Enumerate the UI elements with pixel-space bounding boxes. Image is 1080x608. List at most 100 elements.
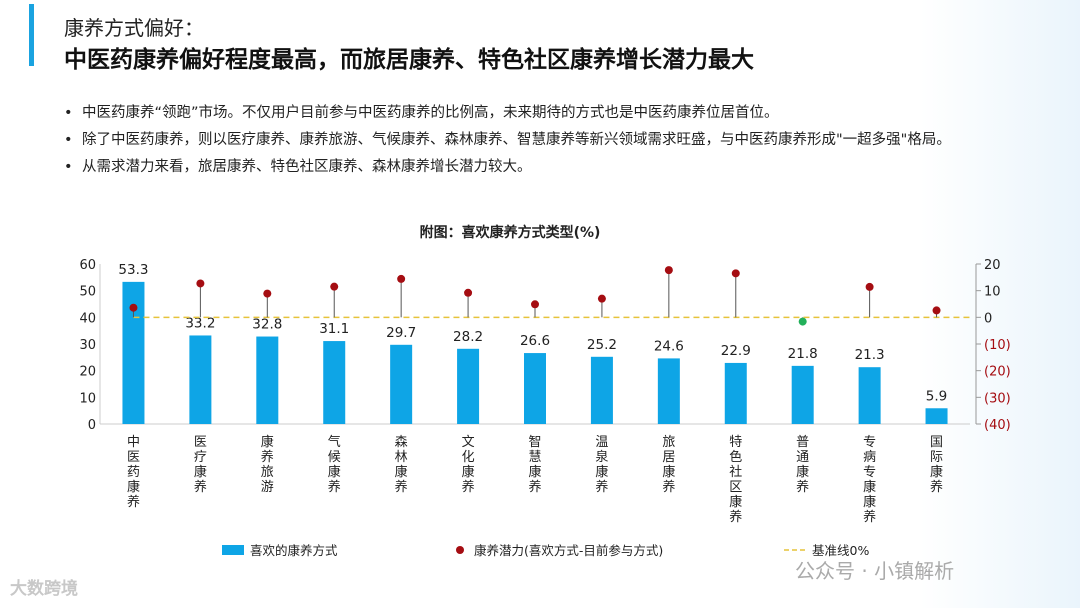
x-tick-label-char: 康: [662, 464, 675, 480]
x-tick-label-char: 温: [595, 435, 608, 450]
x-tick-label-char: 居: [662, 450, 675, 465]
lollipop-dot: [330, 282, 339, 291]
lollipop-dot: [798, 317, 807, 326]
bar: [457, 348, 480, 424]
bar-data-label: 25.2: [587, 337, 617, 353]
bar-data-label: 53.3: [118, 262, 148, 278]
x-tick-label-char: 医: [194, 435, 207, 450]
x-tick-label-char: 国: [930, 435, 943, 450]
bar-data-label: 5.9: [926, 388, 947, 404]
bar-data-label: 24.6: [654, 338, 684, 354]
x-tick-label-char: 病: [863, 450, 876, 465]
lollipop-dot: [263, 289, 272, 298]
x-tick-label-char: 康: [127, 479, 140, 495]
x-tick-label-char: 旅: [662, 435, 675, 450]
x-tick-label-char: 旅: [261, 465, 274, 480]
left-tick-label: 30: [79, 338, 96, 353]
x-tick-label-char: 养: [729, 509, 742, 525]
bar-data-label: 26.6: [520, 333, 550, 349]
x-tick-label-char: 中: [127, 435, 140, 450]
bar: [189, 335, 212, 424]
lollipop-dot: [664, 266, 673, 275]
x-tick-label-char: 慧: [528, 449, 541, 465]
x-tick-label-char: 养: [595, 479, 608, 495]
bullet-item: 从需求潜力来看，旅居康养、特色社区康养、森林康养增长潜力较大。: [62, 154, 1012, 181]
left-tick-label: 50: [79, 285, 96, 300]
lollipop-dot: [731, 269, 740, 278]
x-tick-label-char: 林: [395, 450, 408, 465]
title-accent-bar: [29, 4, 34, 66]
bar: [256, 336, 279, 424]
x-tick-label-char: 养: [328, 479, 341, 495]
lollipop-dot: [397, 274, 406, 283]
x-tick-label-char: 智: [528, 435, 541, 450]
bar: [590, 356, 613, 424]
lollipop-dot: [597, 294, 606, 303]
bar: [323, 341, 346, 424]
x-tick-label-char: 森: [395, 435, 408, 450]
bar: [858, 367, 881, 424]
left-tick-label: 40: [79, 311, 96, 326]
legend-line-label: 基准线0%: [812, 543, 869, 558]
lollipop-dot: [932, 306, 941, 315]
right-tick-label: 10: [984, 285, 1001, 300]
x-tick-label-char: 养: [127, 494, 140, 510]
lollipop-dot: [129, 303, 138, 312]
bar: [925, 408, 948, 424]
x-tick-label-char: 药: [127, 465, 140, 480]
x-tick-label-char: 普: [796, 435, 809, 450]
x-tick-label-char: 医: [127, 450, 140, 465]
watermark-left: 大数跨境: [10, 579, 78, 599]
bar: [657, 358, 680, 424]
bar-data-label: 22.9: [721, 343, 751, 359]
bullet-list: 中医药康养“领跑”市场。不仅用户目前参与中医药康养的比例高，未来期待的方式也是中…: [62, 100, 1012, 181]
legend-dot-label: 康养潜力(喜欢方式-目前参与方式): [474, 543, 663, 558]
x-tick-label-char: 康: [930, 464, 943, 480]
right-tick-label: (30): [984, 391, 1011, 406]
bullet-item: 除了中医药康养，则以医疗康养、康养旅游、气候康养、森林康养、智慧康养等新兴领域需…: [62, 127, 1012, 154]
x-tick-label-char: 康: [462, 464, 475, 480]
x-tick-label-char: 康: [729, 494, 742, 510]
x-tick-label-char: 专: [863, 465, 876, 480]
bar-data-label: 29.7: [386, 325, 416, 341]
right-tick-label: (10): [984, 338, 1011, 353]
x-tick-label-char: 康: [395, 464, 408, 480]
right-tick-label: 20: [984, 258, 1001, 273]
x-tick-label-char: 康: [796, 464, 809, 480]
bar-data-label: 31.1: [319, 321, 349, 337]
left-tick-label: 10: [79, 391, 96, 406]
bar: [724, 362, 747, 424]
x-tick-label-char: 养: [662, 479, 675, 495]
x-tick-label-char: 康: [328, 464, 341, 480]
page-title: 康养方式偏好：: [64, 16, 204, 40]
lollipop-dot: [464, 288, 473, 297]
bar: [524, 353, 546, 424]
x-tick-label-char: 康: [863, 479, 876, 495]
x-tick-label-char: 文: [462, 435, 475, 450]
x-tick-label-char: 特: [729, 435, 742, 450]
x-tick-label-char: 养: [194, 479, 207, 495]
right-tick-label: 0: [984, 311, 992, 326]
lollipop-dot: [196, 279, 205, 288]
lollipop-dot: [531, 300, 539, 309]
x-tick-label-char: 化: [462, 450, 475, 465]
legend-bar-label: 喜欢的康养方式: [250, 543, 338, 558]
x-tick-label-char: 康: [261, 434, 274, 450]
bar-data-label: 32.8: [252, 317, 282, 333]
bar-data-label: 33.2: [185, 315, 215, 331]
x-tick-label-char: 养: [930, 479, 943, 495]
x-tick-label-char: 社: [729, 464, 742, 480]
legend-bar-swatch: [222, 545, 244, 555]
x-tick-label-char: 养: [395, 479, 408, 495]
lollipop-dot: [865, 282, 874, 291]
bar: [791, 365, 814, 424]
bar-data-label: 21.8: [788, 346, 818, 362]
bullet-item: 中医药康养“领跑”市场。不仅用户目前参与中医药康养的比例高，未来期待的方式也是中…: [62, 100, 1012, 127]
x-tick-label-char: 养: [796, 479, 809, 495]
x-tick-label-char: 游: [261, 480, 274, 495]
page-subtitle: 中医药康养偏好程度最高，而旅居康养、特色社区康养增长潜力最大: [64, 47, 754, 73]
x-tick-label-char: 通: [796, 450, 809, 465]
x-tick-label-char: 养: [863, 509, 876, 525]
x-tick-label-char: 际: [930, 450, 943, 465]
